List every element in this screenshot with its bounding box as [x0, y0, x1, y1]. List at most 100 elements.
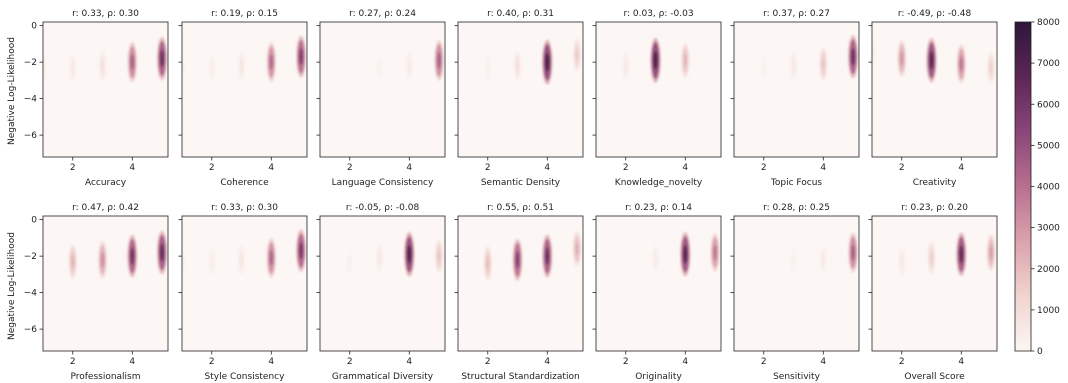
x-tick-label: 4: [682, 163, 688, 173]
x-tick-label: 2: [70, 163, 76, 173]
density-core: [211, 63, 213, 73]
x-tick-label: 2: [209, 163, 215, 173]
panel-title: r: 0.27, ρ: 0.24: [349, 9, 416, 19]
x-tick-label: 2: [70, 357, 76, 367]
colorbar-tick-label: 0: [1037, 347, 1043, 357]
x-tick-label: 2: [485, 163, 491, 173]
density-core: [900, 51, 903, 65]
plot-area: [43, 216, 168, 351]
x-tick-label: 4: [820, 357, 826, 367]
density-core: [576, 49, 579, 61]
x-axis-label: Accuracy: [85, 178, 127, 188]
panel-title: r: 0.55, ρ: 0.51: [487, 203, 554, 213]
plot-area: [320, 22, 445, 157]
plot-area: [872, 216, 997, 351]
plot-area: [458, 22, 583, 157]
x-axis-label: Knowledge_novelty: [615, 178, 703, 188]
plot-area: [320, 216, 445, 351]
density-core: [516, 60, 519, 71]
density-core: [930, 252, 933, 264]
density-core: [959, 56, 963, 71]
density-core: [437, 52, 441, 68]
x-axis-label: Semantic Density: [481, 178, 561, 188]
x-tick-label: 2: [899, 357, 905, 367]
panel-title: r: 0.33, ρ: 0.30: [211, 203, 278, 213]
panel-grid: r: 0.33, ρ: 0.302 4Accuracy0−2−4−6r: 0.19…: [24, 9, 997, 382]
x-tick-label: 4: [268, 163, 274, 173]
density-core: [378, 63, 380, 72]
colorbar-tick-label: 3000: [1037, 224, 1060, 234]
y-tick-label: −4: [24, 289, 38, 299]
density-core: [653, 51, 657, 69]
colorbar-gradient: [1015, 22, 1031, 351]
panel-title: r: 0.19, ρ: 0.15: [211, 9, 278, 19]
panel-title: r: -0.05, ρ: -0.08: [346, 203, 420, 213]
x-axis-label: Language Consistency: [332, 178, 434, 188]
x-tick-label: 2: [899, 163, 905, 173]
density-core: [792, 61, 794, 71]
x-tick-label: 4: [958, 357, 964, 367]
density-core: [763, 63, 765, 72]
y-tick-label: −4: [24, 95, 38, 105]
x-axis-label: Topic Focus: [770, 178, 823, 188]
x-axis-label: Professionalism: [70, 372, 140, 382]
panel-title: r: 0.23, ρ: 0.14: [625, 203, 692, 213]
density-core: [269, 54, 273, 70]
density-core: [269, 250, 273, 266]
density-core: [130, 54, 134, 70]
density-core: [378, 253, 380, 263]
density-core: [851, 48, 855, 66]
density-core: [407, 245, 411, 263]
density-core: [792, 257, 794, 266]
density-core: [545, 247, 549, 265]
density-core: [408, 61, 410, 71]
x-tick-label: 2: [623, 357, 629, 367]
density-core: [101, 252, 104, 267]
density-core: [211, 257, 213, 267]
plot-area: [458, 216, 583, 351]
panel-4: r: 0.40, ρ: 0.312 4Semantic Density: [455, 9, 584, 188]
colorbar-tick-label: 2000: [1037, 265, 1060, 275]
x-tick-label: 2: [761, 163, 767, 173]
x-tick-label: 2: [209, 357, 215, 367]
panel-5: r: 0.03, ρ: -0.03 2 4 Knowledge_novelty: [593, 9, 722, 188]
density-core: [959, 245, 963, 263]
x-tick-label: 4: [544, 357, 550, 367]
x-tick-label: 2: [347, 357, 353, 367]
plot-area: [872, 22, 997, 157]
panel-13: r: 0.28, ρ: 0.252 4Sensitivity: [731, 203, 860, 382]
plot-area: [182, 22, 307, 157]
panel-title: r: 0.23, ρ: 0.20: [901, 203, 968, 213]
density-core: [160, 50, 164, 68]
colorbar-tick-label: 5000: [1037, 141, 1060, 151]
plot-area: [734, 22, 859, 157]
panel-2: r: 0.19, ρ: 0.15 2 4 Coherence: [179, 9, 308, 188]
x-tick-label: 4: [682, 357, 688, 367]
density-core: [545, 53, 549, 71]
density-core: [487, 63, 489, 72]
density-core: [486, 257, 489, 270]
panel-1: r: 0.33, ρ: 0.302 4Accuracy0−2−4−6: [24, 9, 168, 188]
panel-title: r: 0.28, ρ: 0.25: [763, 203, 830, 213]
density-core: [240, 255, 243, 266]
panel-8: r: 0.47, ρ: 0.422 4Professionalism0−2−4−6: [24, 203, 168, 382]
plot-area: [182, 216, 307, 351]
density-core: [683, 245, 687, 263]
x-tick-label: 4: [268, 357, 274, 367]
density-core: [684, 54, 687, 67]
plot-area: [43, 22, 168, 157]
x-axis-label: Style Consistency: [205, 372, 286, 382]
y-axis-label-row-1: Negative Log-Likelihood: [7, 37, 17, 145]
density-core: [851, 244, 855, 260]
x-axis-label: Coherence: [220, 178, 269, 188]
density-core: [929, 51, 933, 69]
density-core: [101, 60, 104, 71]
panel-3: r: 0.27, ρ: 0.24 2 4 Language Consistency: [317, 9, 446, 188]
plot-area: [734, 216, 859, 351]
x-tick-label: 4: [406, 163, 412, 173]
x-tick-label: 4: [820, 163, 826, 173]
plot-area: [596, 216, 721, 351]
panel-6: r: 0.37, ρ: 0.27 2 4 Topic Focus: [731, 9, 860, 188]
y-tick-label: −2: [24, 58, 37, 68]
